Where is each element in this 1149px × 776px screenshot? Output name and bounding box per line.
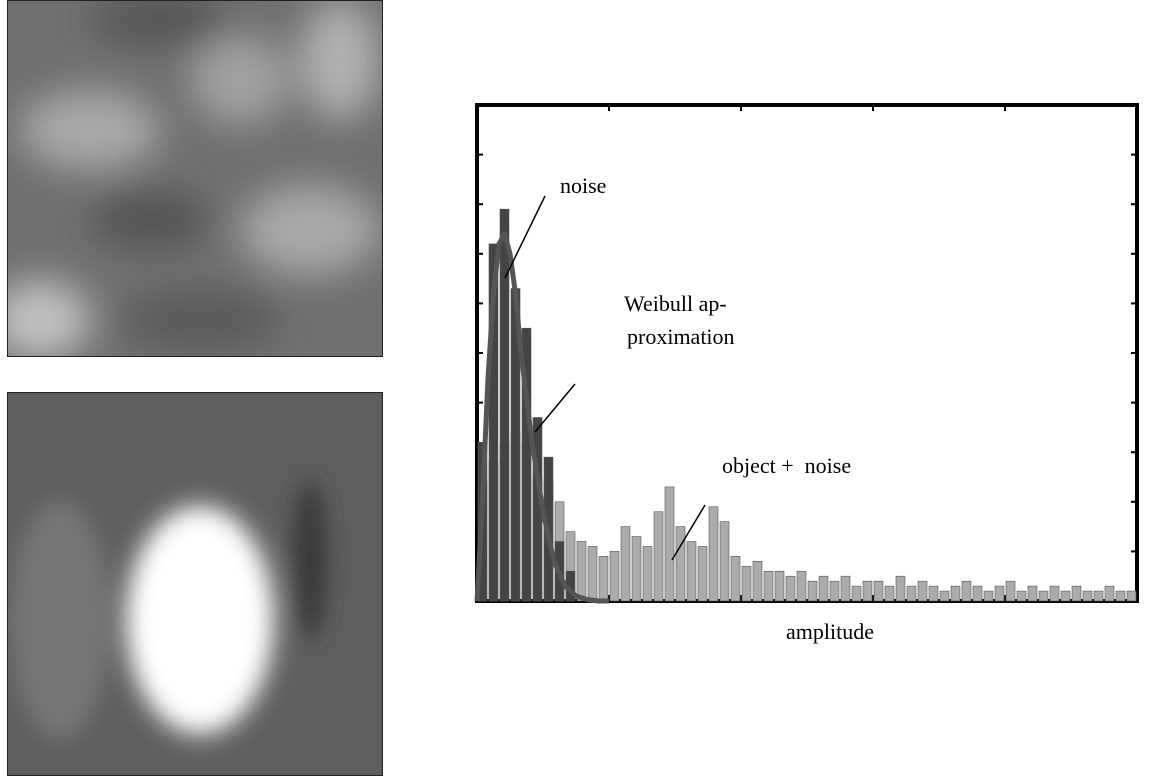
- histogram-bar: [1005, 580, 1016, 602]
- histogram-bar: [576, 541, 587, 602]
- histogram-bar: [796, 570, 807, 602]
- histogram-bar: [730, 556, 741, 602]
- histogram-bar: [950, 585, 961, 602]
- histogram-bar: [873, 580, 884, 602]
- histogram-bar: [631, 536, 642, 602]
- histogram-bar: [719, 521, 730, 602]
- histogram-bar: [598, 556, 609, 602]
- histogram-bar: [653, 511, 664, 602]
- histogram-bar: [642, 546, 653, 602]
- histogram-bar: [1126, 590, 1137, 602]
- histogram-bar: [521, 327, 532, 602]
- histogram-bar: [1071, 585, 1082, 602]
- annotation: proximation: [627, 324, 735, 349]
- histogram-bar: [917, 580, 928, 602]
- histogram-bar: [774, 570, 785, 602]
- histogram-bar: [829, 580, 840, 602]
- histogram-bar: [1049, 585, 1060, 602]
- histogram-bar: [708, 506, 719, 602]
- histogram-bar: [752, 561, 763, 602]
- histogram-bar: [1115, 590, 1126, 602]
- histogram-bar: [961, 580, 972, 602]
- histogram-bar: [620, 526, 631, 602]
- histogram-bar: [1038, 590, 1049, 602]
- histogram-bar: [609, 551, 620, 602]
- histogram-bar: [1027, 585, 1038, 602]
- histogram-bar: [928, 585, 939, 602]
- histogram-bar: [488, 243, 499, 602]
- histogram-bar: [785, 575, 796, 602]
- histogram-bar: [895, 575, 906, 602]
- annotation: noise: [560, 173, 606, 198]
- plot-area: [474, 105, 1137, 604]
- histogram-bar: [675, 526, 686, 602]
- histogram-bar: [994, 585, 1005, 602]
- histogram-bar: [697, 546, 708, 602]
- annotation-line: [504, 195, 546, 279]
- histogram-bar: [1016, 590, 1027, 602]
- histogram-bar: [807, 580, 818, 602]
- histogram-bar: [741, 565, 752, 602]
- annotation-line: [534, 383, 576, 433]
- object-image: [7, 392, 383, 776]
- histogram-bar: [1082, 590, 1093, 602]
- histogram-bar: [818, 575, 829, 602]
- histogram-bar: [972, 585, 983, 602]
- histogram-bar: [499, 208, 510, 602]
- histogram-bar: [851, 585, 862, 602]
- annotation: Weibull ap-: [624, 291, 727, 316]
- histogram-bar: [587, 546, 598, 602]
- annotation-line: [671, 504, 706, 561]
- histogram-bar: [840, 575, 851, 602]
- histogram-bar: [906, 585, 917, 602]
- noise-image: [7, 0, 383, 357]
- histogram-bar: [1093, 590, 1104, 602]
- histogram-bar: [664, 486, 675, 602]
- histogram-bar: [983, 590, 994, 602]
- histogram-bar: [1060, 590, 1071, 602]
- histogram-bar: [1104, 585, 1115, 602]
- histogram-bar: [686, 541, 697, 602]
- histogram-bar: [763, 570, 774, 602]
- weibull-curve: [474, 231, 609, 604]
- histogram-bar: [884, 585, 895, 602]
- histogram-bar: [939, 590, 950, 602]
- histogram-bar: [862, 580, 873, 602]
- annotation: object + noise: [722, 453, 851, 478]
- x-axis-label: amplitude: [786, 619, 874, 644]
